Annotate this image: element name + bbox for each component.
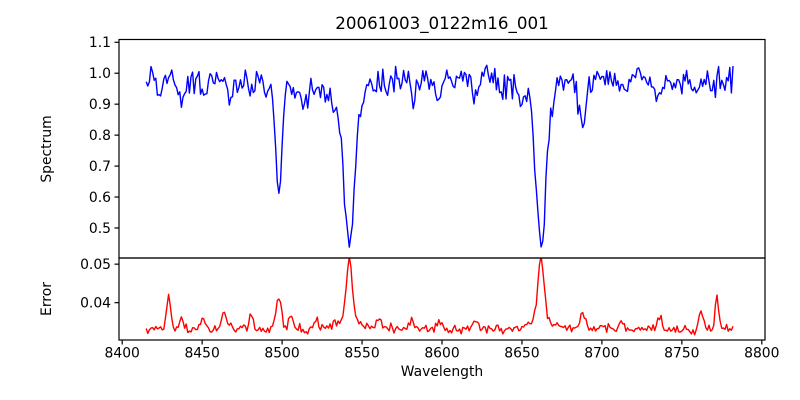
xtick-label: 8550 xyxy=(344,346,379,362)
spectrum-ytick-label: 0.7 xyxy=(89,159,111,175)
spectrum-y-ticks: 1.1 1.0 0.9 0.8 0.7 0.6 0.5 xyxy=(89,35,119,237)
xtick-label: 8500 xyxy=(264,346,299,362)
chart-title: 20061003_0122m16_001 xyxy=(335,13,548,34)
xtick-label: 8750 xyxy=(664,346,699,362)
error-y-axis-label: Error xyxy=(39,282,55,316)
xtick-label: 8600 xyxy=(424,346,459,362)
error-axes-frame xyxy=(118,257,766,341)
x-axis-label: Wavelength xyxy=(401,364,483,380)
xtick-label: 8400 xyxy=(105,346,140,362)
spectrum-ytick-label: 0.8 xyxy=(89,128,111,144)
spectrum-ytick-label: 0.9 xyxy=(89,97,111,113)
error-ytick-label: 0.04 xyxy=(80,295,111,311)
error-ytick-label: 0.05 xyxy=(80,257,111,273)
spectrum-line-series xyxy=(145,64,734,248)
xtick-label: 8450 xyxy=(184,346,219,362)
xtick-label: 8650 xyxy=(504,346,539,362)
xtick-label: 8800 xyxy=(744,346,779,362)
spectrum-ytick-label: 0.5 xyxy=(89,221,111,237)
spectrum-ytick-label: 1.0 xyxy=(89,66,111,82)
spectrum-ytick-label: 0.6 xyxy=(89,190,111,206)
error-y-ticks: 0.05 0.04 xyxy=(80,257,119,311)
error-line-series xyxy=(145,258,734,336)
xtick-label: 8700 xyxy=(584,346,619,362)
spectrum-ytick-label: 1.1 xyxy=(89,35,111,51)
x-ticks: 8400 8450 8500 8550 8600 8650 8700 8750 8800 xyxy=(105,340,779,362)
spectrum-y-axis-label: Spectrum xyxy=(39,115,55,182)
